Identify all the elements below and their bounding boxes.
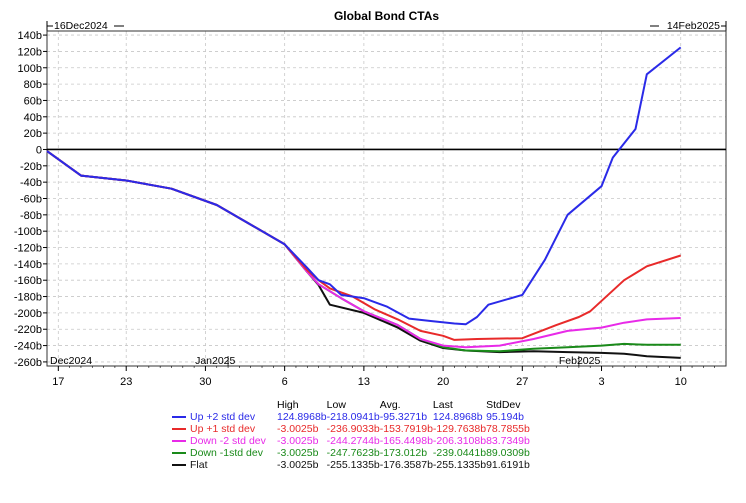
y-tick-label: 140b bbox=[18, 30, 42, 42]
month-label: Feb2025 bbox=[559, 355, 601, 367]
series-line-up-2-std-dev bbox=[46, 46, 682, 326]
y-tick-label: 100b bbox=[18, 63, 42, 75]
x-tick-label: 13 bbox=[358, 376, 370, 388]
legend-header-blank bbox=[172, 399, 277, 411]
y-tick-label: 0 bbox=[36, 144, 42, 156]
legend-label: Flat bbox=[190, 459, 208, 471]
legend-stat-value: -3.0025b bbox=[277, 459, 319, 471]
y-tick-label: -200b bbox=[14, 308, 42, 320]
x-tick-label: 10 bbox=[675, 376, 687, 388]
legend-stat-value: -3.0025b bbox=[277, 423, 319, 435]
legend-stat-value: -3.0025b bbox=[277, 435, 319, 447]
x-tick-label: 17 bbox=[52, 376, 64, 388]
x-tick-label: 27 bbox=[516, 376, 528, 388]
legend-stat-value: 124.8968b bbox=[432, 411, 483, 423]
y-tick-label: -60b bbox=[20, 194, 42, 206]
y-tick-label: 120b bbox=[18, 46, 42, 58]
y-tick-label: -120b bbox=[14, 243, 42, 255]
legend-label: Down -1std dev bbox=[190, 447, 263, 459]
legend-series-name: Up +1 std dev bbox=[172, 423, 277, 435]
legend-stat-value: 89.0309b bbox=[486, 447, 530, 459]
y-tick-label: 20b bbox=[24, 128, 42, 140]
legend-stat-value: -255.1335b bbox=[432, 459, 487, 471]
legend-stat-value: -244.2744b bbox=[326, 435, 380, 447]
legend-series-name: Up +2 std dev bbox=[172, 411, 277, 423]
y-tick-label: -180b bbox=[14, 292, 42, 304]
y-tick-label: -220b bbox=[14, 324, 42, 336]
legend-header-high: High bbox=[277, 399, 299, 411]
legend-stat-value: -247.7623b bbox=[326, 447, 380, 459]
date-range-markers: 16Dec2024 14Feb2025 bbox=[46, 20, 727, 32]
legend-stats-table: High Low Avg. Last StdDev Up +2 std dev 1… bbox=[172, 399, 530, 471]
y-tick-label: -260b bbox=[14, 357, 42, 369]
legend-row: Up +1 std dev -3.0025b -236.9033b -153.7919… bbox=[172, 423, 530, 435]
range-end-label: 14Feb2025 bbox=[667, 20, 720, 32]
legend-series-name: Down -2 std dev bbox=[172, 435, 277, 447]
y-tick-label: -40b bbox=[20, 177, 42, 189]
x-tick-label: 30 bbox=[199, 376, 211, 388]
legend-stat-value: -176.3587b bbox=[379, 459, 433, 471]
legend-stat-value: -218.0941b bbox=[326, 411, 380, 423]
legend-stat-value: -165.4498b bbox=[379, 435, 433, 447]
legend-header-stddev: StdDev bbox=[486, 399, 521, 411]
y-tick-label: 80b bbox=[24, 79, 42, 91]
legend-label: Down -2 std dev bbox=[190, 435, 266, 447]
legend-swatch bbox=[172, 428, 186, 431]
legend-series-name: Down -1std dev bbox=[172, 447, 277, 459]
legend-row: Down -2 std dev -3.0025b -244.2744b -165.44… bbox=[172, 435, 530, 447]
legend-row: Down -1std dev -3.0025b -247.7623b -173.012… bbox=[172, 447, 530, 459]
y-tick-label: -80b bbox=[20, 210, 42, 222]
legend-swatch bbox=[172, 440, 186, 443]
legend-header-avg: Avg. bbox=[379, 399, 401, 411]
legend-series-name: Flat bbox=[172, 459, 277, 471]
y-tick-label: -160b bbox=[14, 275, 42, 287]
legend-stat-value: -239.0441b bbox=[432, 447, 487, 459]
x-tick-label: 20 bbox=[437, 376, 449, 388]
month-label: Dec2024 bbox=[50, 355, 92, 367]
legend-header-last: Last bbox=[432, 399, 453, 411]
legend-row: Flat -3.0025b -255.1335b -176.3587b -255.133… bbox=[172, 459, 530, 471]
legend-stat-value: 83.7349b bbox=[486, 435, 530, 447]
series-lines bbox=[46, 46, 682, 359]
legend-stat-value: 95.194b bbox=[486, 411, 525, 423]
y-tick-label: -240b bbox=[14, 341, 42, 353]
y-axis: 140b 120b 100b 80b 60b 40b 20b 0 -20b -40b -60b -80… bbox=[14, 30, 47, 369]
y-tick-label: -20b bbox=[20, 161, 42, 173]
legend-stat-value: -255.1335b bbox=[326, 459, 380, 471]
legend-stat-value: -173.012b bbox=[379, 447, 428, 459]
y-tick-label: -140b bbox=[14, 259, 42, 271]
range-start-label: 16Dec2024 bbox=[54, 20, 108, 32]
legend-label: Up +1 std dev bbox=[190, 423, 256, 435]
chart-title: Global Bond CTAs bbox=[334, 9, 439, 23]
legend-swatch bbox=[172, 464, 186, 467]
month-labels: Dec2024 Jan2025 Feb2025 bbox=[50, 355, 600, 367]
month-label: Jan2025 bbox=[195, 355, 235, 367]
y-tick-label: 40b bbox=[24, 112, 42, 124]
legend-stat-value: -206.3108b bbox=[432, 435, 487, 447]
legend-row: Up +2 std dev 124.8968b -218.0941b -95.3271… bbox=[172, 411, 530, 423]
grid bbox=[47, 31, 726, 366]
legend-header-low: Low bbox=[326, 399, 346, 411]
y-tick-label: -100b bbox=[14, 226, 42, 238]
x-tick-label: 3 bbox=[598, 376, 604, 388]
legend-stat-value: 78.7855b bbox=[486, 423, 530, 435]
legend-stat-value: -95.3271b bbox=[379, 411, 428, 423]
x-tick-label: 6 bbox=[282, 376, 288, 388]
legend-stat-value: 124.8968b bbox=[277, 411, 327, 423]
legend-stat-value: -3.0025b bbox=[277, 447, 319, 459]
legend-stat-value: 91.6191b bbox=[486, 459, 530, 471]
legend-stat-value: -236.9033b bbox=[326, 423, 380, 435]
legend-swatch bbox=[172, 416, 186, 419]
x-axis: 17 23 30 6 13 20 27 3 10 bbox=[52, 366, 715, 388]
legend-swatch bbox=[172, 452, 186, 455]
legend-header-row: High Low Avg. Last StdDev bbox=[172, 399, 530, 411]
x-tick-label: 23 bbox=[120, 376, 132, 388]
legend-stat-value: -153.7919b bbox=[379, 423, 433, 435]
y-tick-label: 60b bbox=[24, 95, 42, 107]
legend-label: Up +2 std dev bbox=[190, 411, 256, 423]
legend-stat-value: -129.7638b bbox=[432, 423, 487, 435]
